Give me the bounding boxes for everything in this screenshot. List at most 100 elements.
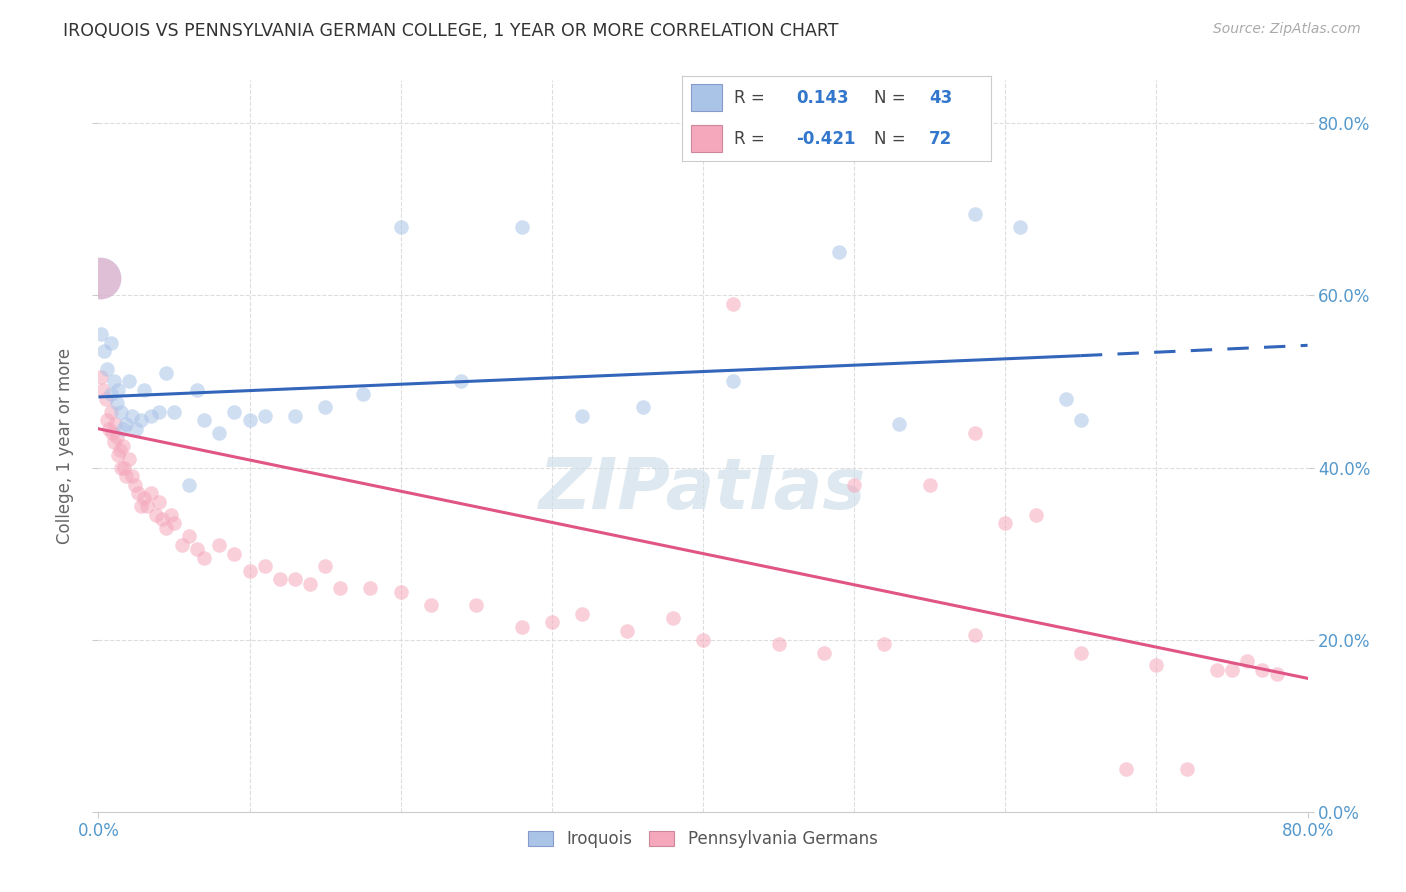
Point bbox=[105, 396, 128, 410]
Point bbox=[96, 413, 118, 427]
Text: R =: R = bbox=[734, 89, 770, 107]
Point bbox=[141, 409, 163, 423]
Point bbox=[239, 564, 262, 578]
Point bbox=[101, 426, 124, 441]
Point bbox=[465, 598, 488, 612]
Point bbox=[163, 516, 186, 531]
Point bbox=[768, 637, 790, 651]
Point bbox=[186, 542, 208, 557]
Point bbox=[160, 508, 183, 522]
Point bbox=[889, 417, 911, 432]
Point bbox=[163, 404, 186, 418]
Point bbox=[141, 486, 163, 500]
Point bbox=[107, 383, 129, 397]
Point bbox=[108, 443, 131, 458]
Point bbox=[91, 383, 114, 397]
Point bbox=[121, 409, 143, 423]
Point bbox=[129, 413, 152, 427]
Point bbox=[98, 422, 121, 436]
Point bbox=[269, 573, 291, 587]
Point bbox=[118, 375, 141, 389]
Point bbox=[112, 460, 135, 475]
Point bbox=[148, 404, 170, 418]
Point bbox=[155, 521, 177, 535]
Point bbox=[224, 404, 246, 418]
Point bbox=[179, 477, 201, 491]
Point bbox=[1070, 413, 1092, 427]
Point bbox=[208, 538, 231, 552]
Point bbox=[510, 620, 533, 634]
Point bbox=[329, 581, 352, 595]
Point bbox=[110, 404, 132, 418]
Point bbox=[360, 581, 382, 595]
Point bbox=[965, 426, 987, 441]
Point bbox=[1206, 663, 1229, 677]
Point bbox=[723, 297, 745, 311]
Point bbox=[193, 550, 215, 565]
Point bbox=[170, 538, 193, 552]
Point bbox=[420, 598, 443, 612]
Point bbox=[155, 366, 177, 380]
Text: N =: N = bbox=[873, 129, 911, 147]
Point bbox=[1220, 663, 1243, 677]
Point bbox=[828, 245, 851, 260]
Point bbox=[540, 615, 562, 630]
Point bbox=[150, 512, 173, 526]
Text: Source: ZipAtlas.com: Source: ZipAtlas.com bbox=[1213, 22, 1361, 37]
Point bbox=[124, 477, 146, 491]
Text: IROQUOIS VS PENNSYLVANIA GERMAN COLLEGE, 1 YEAR OR MORE CORRELATION CHART: IROQUOIS VS PENNSYLVANIA GERMAN COLLEGE,… bbox=[63, 22, 839, 40]
Point bbox=[314, 401, 336, 415]
Point bbox=[145, 508, 167, 522]
Point bbox=[118, 451, 141, 466]
Point bbox=[314, 559, 336, 574]
Point bbox=[125, 422, 148, 436]
Point bbox=[1251, 663, 1274, 677]
Point bbox=[616, 624, 638, 638]
Point bbox=[571, 409, 593, 423]
Point bbox=[631, 401, 654, 415]
Point bbox=[723, 375, 745, 389]
Point bbox=[114, 469, 136, 483]
Text: 0.143: 0.143 bbox=[796, 89, 849, 107]
Point bbox=[100, 404, 122, 418]
Legend: Iroquois, Pennsylvania Germans: Iroquois, Pennsylvania Germans bbox=[522, 823, 884, 855]
Point bbox=[111, 439, 134, 453]
Point bbox=[100, 387, 122, 401]
Point bbox=[129, 500, 152, 514]
Text: N =: N = bbox=[873, 89, 911, 107]
Point bbox=[114, 417, 136, 432]
Point bbox=[90, 327, 112, 342]
Point bbox=[873, 637, 896, 651]
Point bbox=[994, 516, 1017, 531]
Point bbox=[450, 375, 472, 389]
Point bbox=[127, 486, 149, 500]
Point bbox=[239, 413, 262, 427]
Point bbox=[284, 409, 307, 423]
Point bbox=[89, 271, 111, 285]
Bar bbox=[692, 125, 723, 152]
Point bbox=[208, 426, 231, 441]
Point bbox=[661, 611, 683, 625]
Point bbox=[918, 477, 941, 491]
Point bbox=[132, 383, 155, 397]
Point bbox=[510, 219, 533, 234]
Point bbox=[844, 477, 866, 491]
Point bbox=[299, 576, 322, 591]
Point bbox=[1175, 762, 1198, 776]
Point bbox=[389, 219, 412, 234]
Point bbox=[105, 430, 128, 444]
Point bbox=[571, 607, 593, 621]
Point bbox=[148, 495, 170, 509]
Text: ZIPatlas: ZIPatlas bbox=[540, 456, 866, 524]
Point bbox=[121, 469, 143, 483]
Point bbox=[94, 392, 117, 406]
Point bbox=[692, 632, 714, 647]
Point bbox=[813, 646, 835, 660]
Point bbox=[90, 370, 112, 384]
Point bbox=[179, 529, 201, 543]
Point bbox=[103, 375, 125, 389]
Point bbox=[104, 417, 127, 432]
Point bbox=[1024, 508, 1046, 522]
Point bbox=[253, 409, 276, 423]
Point bbox=[352, 387, 374, 401]
